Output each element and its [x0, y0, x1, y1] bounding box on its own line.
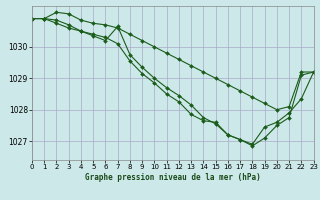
X-axis label: Graphe pression niveau de la mer (hPa): Graphe pression niveau de la mer (hPa): [85, 173, 261, 182]
